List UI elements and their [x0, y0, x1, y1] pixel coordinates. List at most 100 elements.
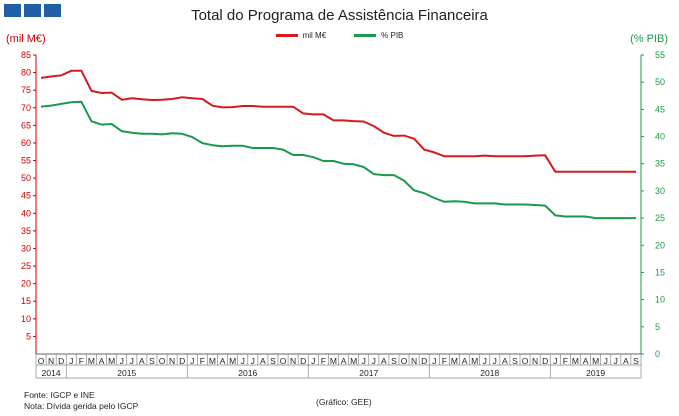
- y-tick-label-left: 10: [21, 314, 31, 324]
- y-tick-label-left: 85: [21, 50, 31, 60]
- x-month-label: F: [79, 356, 84, 366]
- x-month-label: F: [321, 356, 326, 366]
- x-month-label: M: [592, 356, 599, 366]
- x-month-label: J: [241, 356, 245, 366]
- x-year-label: 2019: [586, 368, 605, 378]
- y-tick-label-left: 30: [21, 243, 31, 253]
- x-month-label: J: [604, 356, 608, 366]
- y-tick-label-left: 70: [21, 103, 31, 113]
- x-month-label: D: [58, 356, 64, 366]
- source-text: Fonte: IGCP e INE: [24, 390, 95, 400]
- y-tick-label-left: 5: [26, 331, 31, 341]
- x-month-label: D: [421, 356, 427, 366]
- x-month-label: O: [159, 356, 166, 366]
- x-year-label: 2018: [480, 368, 499, 378]
- x-year-label: 2015: [117, 368, 136, 378]
- y-tick-label-right: 55: [655, 50, 665, 60]
- x-month-label: M: [108, 356, 115, 366]
- x-month-label: J: [614, 356, 618, 366]
- y-tick-label-right: 10: [655, 295, 665, 305]
- x-month-label: O: [38, 356, 45, 366]
- x-month-label: J: [372, 356, 376, 366]
- series-line-pib: [40, 100, 636, 220]
- y-axis-left-label: (mil M€): [6, 33, 46, 45]
- x-month-label: A: [341, 356, 347, 366]
- x-month-label: J: [120, 356, 124, 366]
- x-month-label: J: [69, 356, 73, 366]
- x-month-label: A: [583, 356, 589, 366]
- x-month-label: M: [471, 356, 478, 366]
- credit-text: (Gráfico: GEE): [316, 397, 372, 407]
- x-month-label: J: [251, 356, 255, 366]
- x-month-label: M: [451, 356, 458, 366]
- x-month-label: N: [48, 356, 54, 366]
- x-month-label: F: [200, 356, 205, 366]
- y-tick-label-left: 55: [21, 156, 31, 166]
- x-month-label: J: [553, 356, 557, 366]
- x-month-label: M: [88, 356, 95, 366]
- x-month-label: A: [260, 356, 266, 366]
- y-tick-label-right: 20: [655, 240, 665, 250]
- y-tick-label-left: 15: [21, 296, 31, 306]
- logo: [4, 4, 61, 17]
- y-axis-right-label: (% PIB): [630, 33, 668, 45]
- x-month-label: J: [190, 356, 194, 366]
- x-month-label: A: [139, 356, 145, 366]
- y-tick-label-right: 50: [655, 77, 665, 87]
- legend: mil M€ % PIB: [0, 31, 679, 40]
- x-month-label: N: [169, 356, 175, 366]
- x-month-label: A: [381, 356, 387, 366]
- y-tick-label-left: 25: [21, 261, 31, 271]
- note-text: Nota: Dívida gerida pelo IGCP: [24, 401, 139, 411]
- y-tick-label-left: 35: [21, 226, 31, 236]
- x-month-label: S: [391, 356, 397, 366]
- legend-swatch-green: [354, 34, 377, 37]
- legend-label: mil M€: [302, 31, 327, 40]
- y-tick-label-left: 45: [21, 191, 31, 201]
- x-month-label: M: [350, 356, 357, 366]
- series-line-mil-m: [40, 69, 636, 173]
- x-month-label: A: [502, 356, 508, 366]
- x-month-label: S: [149, 356, 155, 366]
- x-month-label: J: [493, 356, 497, 366]
- x-month-label: A: [220, 356, 226, 366]
- x-month-label: O: [280, 356, 287, 366]
- x-month-label: J: [311, 356, 315, 366]
- x-month-label: M: [209, 356, 216, 366]
- y-tick-label-right: 45: [655, 104, 665, 114]
- x-month-label: N: [290, 356, 296, 366]
- x-month-label: S: [270, 356, 276, 366]
- x-month-label: D: [179, 356, 185, 366]
- y-tick-label-right: 0: [655, 349, 660, 359]
- x-month-label: J: [432, 356, 436, 366]
- y-tick-label-right: 5: [655, 322, 660, 332]
- x-month-label: S: [633, 356, 639, 366]
- x-month-label: D: [300, 356, 306, 366]
- x-month-label: N: [532, 356, 538, 366]
- y-tick-label-left: 60: [21, 138, 31, 148]
- x-year-label: 2017: [359, 368, 378, 378]
- y-tick-label-right: 15: [655, 267, 665, 277]
- x-month-label: O: [522, 356, 529, 366]
- y-tick-label-left: 20: [21, 279, 31, 289]
- y-tick-label-left: 40: [21, 208, 31, 218]
- x-month-label: A: [462, 356, 468, 366]
- x-month-label: J: [130, 356, 134, 366]
- legend-label: % PIB: [381, 31, 404, 40]
- x-month-label: F: [442, 356, 447, 366]
- x-month-label: M: [572, 356, 579, 366]
- x-year-label: 2014: [42, 368, 61, 378]
- y-tick-label-left: 80: [21, 68, 31, 78]
- y-tick-label-left: 65: [21, 120, 31, 130]
- x-month-label: J: [362, 356, 366, 366]
- y-tick-label-right: 30: [655, 186, 665, 196]
- y-tick-label-left: 75: [21, 85, 31, 95]
- x-month-label: N: [411, 356, 417, 366]
- x-month-label: M: [229, 356, 236, 366]
- x-month-label: J: [483, 356, 487, 366]
- x-month-label: M: [330, 356, 337, 366]
- x-year-label: 2016: [238, 368, 257, 378]
- legend-item-mil-m: mil M€: [275, 31, 327, 40]
- x-month-label: O: [401, 356, 408, 366]
